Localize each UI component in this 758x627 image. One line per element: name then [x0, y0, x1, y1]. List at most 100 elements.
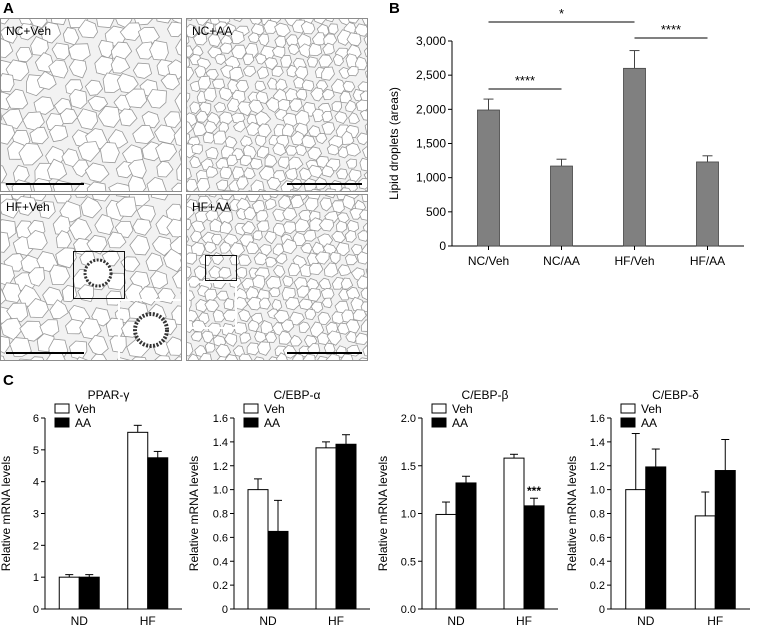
chart-c3: 0.0 0.5 1.0 1.5 2.0 C/EBP-β Relative mRNA leve…: [376, 388, 558, 627]
legend-swatch: [243, 403, 259, 414]
micrograph-hf-aa: HF+AA: [186, 194, 368, 361]
y-tick-label: 1.6: [590, 413, 605, 425]
inset-enlarged-box: [187, 281, 237, 329]
bar: [477, 109, 500, 247]
legend-swatch: [243, 417, 259, 428]
scale-bar: [6, 183, 84, 185]
y-tick-label: 5: [33, 445, 39, 457]
y-axis-label: Relative mRNA levels: [0, 456, 13, 571]
y-axis-label: Lipid droplets (areas): [387, 87, 401, 200]
micrograph-label: HF+AA: [192, 200, 232, 214]
x-tick-label: ND: [637, 614, 655, 627]
x-tick-label: HF: [516, 614, 532, 627]
x-tick-label: HF/Veh: [614, 254, 654, 268]
micrograph-nc-aa: NC+AA: [186, 18, 368, 192]
inset-box: [205, 255, 237, 281]
bar: [335, 443, 357, 610]
legend-swatch: [620, 403, 636, 414]
bar: [247, 489, 269, 610]
y-tick-label: 0.2: [213, 580, 228, 592]
tissue-texture: [187, 19, 367, 191]
legend-swatch: [431, 403, 447, 414]
y-tick-label: 0.5: [401, 556, 416, 568]
bar: [550, 165, 573, 247]
significance-label: ****: [515, 73, 535, 88]
bar: [696, 161, 719, 247]
y-tick-label: 6: [33, 413, 39, 425]
y-tick-label: 500: [426, 205, 446, 219]
bar: [625, 489, 647, 610]
y-tick-label: 0.0: [401, 604, 416, 616]
scale-bar: [6, 352, 84, 354]
bar: [78, 576, 100, 610]
significance-label: ****: [661, 22, 681, 37]
chart-title: C/EBP-α: [274, 388, 321, 402]
y-axis-label: Relative mRNA levels: [187, 456, 201, 571]
legend-swatch: [431, 417, 447, 428]
legend-label: AA: [75, 416, 91, 430]
chart-b: 0 500 1,000 1,500 2,000 2,500 3,000 Lipid dropl…: [387, 6, 744, 268]
legend-label: Veh: [75, 402, 96, 416]
micrograph-nc-veh: NC+Veh: [0, 18, 182, 192]
legend-label: AA: [264, 416, 280, 430]
x-tick-label: ND: [71, 614, 89, 627]
scale-bar: [287, 352, 362, 354]
legend-swatch: [54, 417, 70, 428]
y-tick-label: 0.4: [213, 556, 228, 568]
y-tick-label: 2.0: [401, 413, 416, 425]
y-tick-label: 2,500: [416, 68, 446, 82]
tissue-texture: [187, 195, 367, 360]
micrograph-hf-veh: HF+Veh: [0, 194, 182, 361]
y-tick-label: 1.0: [213, 485, 228, 497]
bar: [694, 515, 716, 610]
tissue-texture: [1, 19, 181, 191]
y-tick-label: 3: [33, 509, 39, 521]
y-tick-label: 0.8: [213, 509, 228, 521]
y-axis-label: Relative mRNA levels: [565, 456, 579, 571]
y-tick-label: 1.2: [213, 461, 228, 473]
chart-c2: 0 0.2 0.4 0.6 0.8 1.0 1.2 1.4 1.6 C/EBP-α Relative…: [187, 388, 370, 627]
chart-title: C/EBP-β: [462, 388, 509, 402]
panel-label-b: B: [389, 0, 400, 17]
legend-label: AA: [452, 416, 468, 430]
significance-label: ***: [527, 484, 541, 498]
y-tick-label: 1,500: [416, 137, 446, 151]
chart-title: C/EBP-δ: [652, 388, 699, 402]
scale-bar: [287, 183, 362, 185]
x-tick-label: ND: [259, 614, 277, 627]
y-tick-label: 0: [599, 604, 605, 616]
bar: [435, 513, 457, 610]
bar: [147, 457, 169, 610]
x-tick-label: NC/AA: [543, 254, 580, 268]
panel-label-a: A: [3, 0, 14, 17]
chart-c4: 0 0.2 0.4 0.6 0.8 1.0 1.2 1.4 1.6 C/EBP-δ Relative…: [565, 388, 750, 627]
bar: [315, 447, 337, 610]
y-tick-label: 2: [33, 540, 39, 552]
y-tick-label: 0.6: [213, 532, 228, 544]
y-tick-label: 0.6: [590, 532, 605, 544]
micrograph-label: NC+AA: [192, 24, 233, 38]
legend-label: Veh: [264, 402, 285, 416]
tissue-texture: [1, 195, 181, 360]
bar: [623, 67, 646, 247]
x-tick-label: HF/AA: [690, 254, 725, 268]
legend-label: Veh: [452, 402, 473, 416]
y-tick-label: 2,000: [416, 102, 446, 116]
x-tick-label: NC/Veh: [468, 254, 509, 268]
x-tick-label: HF: [707, 614, 723, 627]
bar: [523, 505, 545, 610]
bar: [503, 457, 525, 610]
micrograph-label: NC+Veh: [6, 24, 52, 38]
y-tick-label: 3,000: [416, 34, 446, 48]
legend-swatch: [620, 417, 636, 428]
y-tick-label: 0: [33, 604, 39, 616]
x-tick-label: ND: [447, 614, 465, 627]
y-tick-label: 1,000: [416, 171, 446, 185]
chart-title: PPAR-γ: [88, 388, 130, 402]
y-tick-label: 4: [33, 477, 39, 489]
y-tick-label: 1.0: [590, 485, 605, 497]
y-tick-label: 1.0: [401, 509, 416, 521]
